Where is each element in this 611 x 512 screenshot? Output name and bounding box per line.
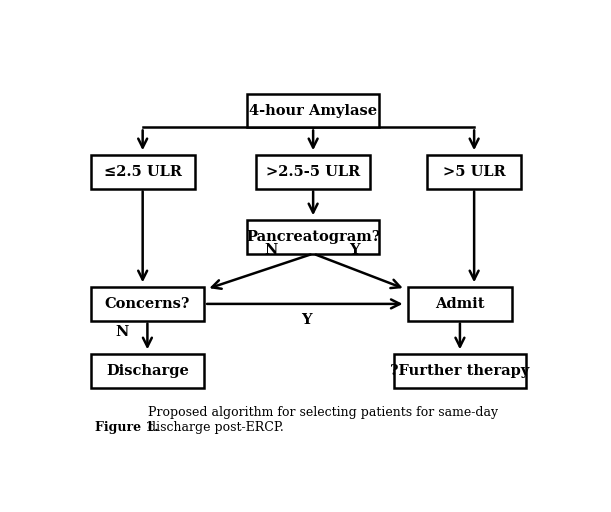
Text: N: N (115, 326, 128, 339)
Text: >5 ULR: >5 ULR (443, 165, 505, 179)
Text: ≤2.5 ULR: ≤2.5 ULR (104, 165, 181, 179)
FancyBboxPatch shape (247, 220, 379, 253)
FancyBboxPatch shape (256, 155, 370, 188)
Text: 4-hour Amylase: 4-hour Amylase (249, 104, 377, 118)
Text: Figure 1.: Figure 1. (95, 421, 159, 434)
Text: Proposed algorithm for selecting patients for same-day
discharge post-ERCP.: Proposed algorithm for selecting patient… (148, 406, 499, 434)
Text: Concerns?: Concerns? (104, 297, 190, 311)
FancyBboxPatch shape (247, 94, 379, 127)
FancyBboxPatch shape (408, 287, 512, 321)
FancyBboxPatch shape (426, 155, 521, 188)
FancyBboxPatch shape (393, 354, 526, 388)
Text: ?Further therapy: ?Further therapy (390, 364, 530, 378)
Text: Admit: Admit (435, 297, 485, 311)
Text: Y: Y (349, 243, 359, 257)
FancyBboxPatch shape (90, 155, 195, 188)
Text: >2.5-5 ULR: >2.5-5 ULR (266, 165, 360, 179)
Text: Y: Y (301, 313, 311, 327)
Text: Discharge: Discharge (106, 364, 189, 378)
FancyBboxPatch shape (90, 354, 204, 388)
Text: Pancreatogram?: Pancreatogram? (246, 230, 380, 244)
FancyBboxPatch shape (90, 287, 204, 321)
Text: N: N (264, 243, 277, 257)
